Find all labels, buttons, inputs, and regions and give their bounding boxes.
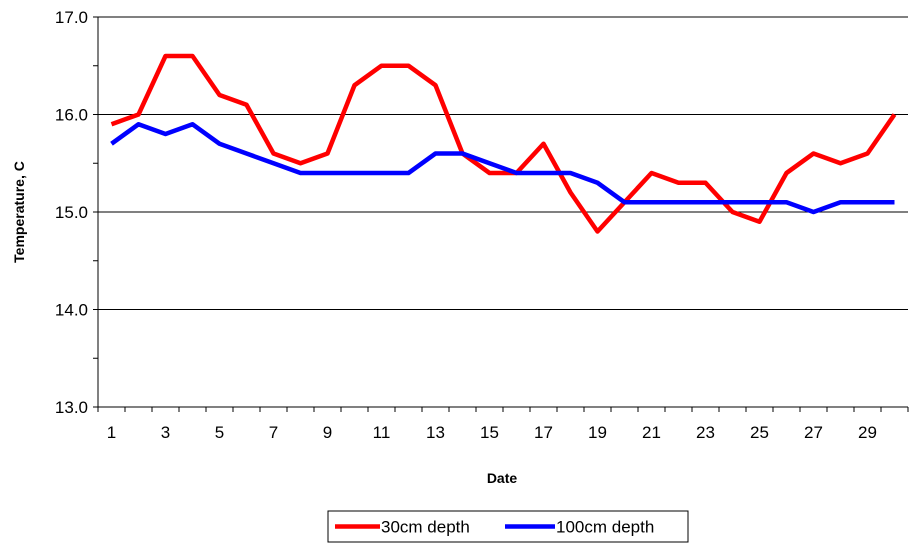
x-tick-label: 9 bbox=[323, 423, 332, 442]
x-tick-label: 25 bbox=[750, 423, 769, 442]
x-tick-label: 19 bbox=[588, 423, 607, 442]
y-axis-title: Temperature, C bbox=[11, 161, 27, 263]
x-tick-label: 29 bbox=[858, 423, 877, 442]
y-tick-label: 14.0 bbox=[55, 301, 88, 320]
x-tick-label: 27 bbox=[804, 423, 823, 442]
x-tick-label: 21 bbox=[642, 423, 661, 442]
legend-label: 100cm depth bbox=[556, 518, 654, 537]
y-tick-label: 17.0 bbox=[55, 8, 88, 27]
y-tick-label: 13.0 bbox=[55, 398, 88, 417]
series-line-30cm bbox=[110, 53, 897, 234]
x-tick-label: 5 bbox=[215, 423, 224, 442]
series-layer bbox=[110, 53, 897, 234]
legend-label: 30cm depth bbox=[381, 518, 470, 537]
x-tick-label: 7 bbox=[269, 423, 278, 442]
x-tick-label: 23 bbox=[696, 423, 715, 442]
y-tick-label: 16.0 bbox=[55, 106, 88, 125]
x-tick-label: 1 bbox=[107, 423, 116, 442]
x-axis-ticks: 1 3 5 7 9 11 13 15 17 19 21 23 25 27 29 bbox=[97, 407, 909, 442]
x-axis-title: Date bbox=[487, 470, 518, 486]
y-axis-ticks: 13.0 14.0 15.0 16.0 17.0 bbox=[55, 8, 98, 417]
x-tick-label: 3 bbox=[161, 423, 170, 442]
x-tick-label: 11 bbox=[373, 423, 391, 442]
gridlines bbox=[98, 114, 908, 310]
x-tick-label: 17 bbox=[534, 423, 553, 442]
y-tick-label: 15.0 bbox=[55, 203, 88, 222]
x-tick-label: 13 bbox=[426, 423, 445, 442]
legend: 30cm depth 100cm depth bbox=[327, 510, 689, 543]
series-line-100cm bbox=[110, 122, 895, 215]
x-tick-label: 15 bbox=[480, 423, 499, 442]
